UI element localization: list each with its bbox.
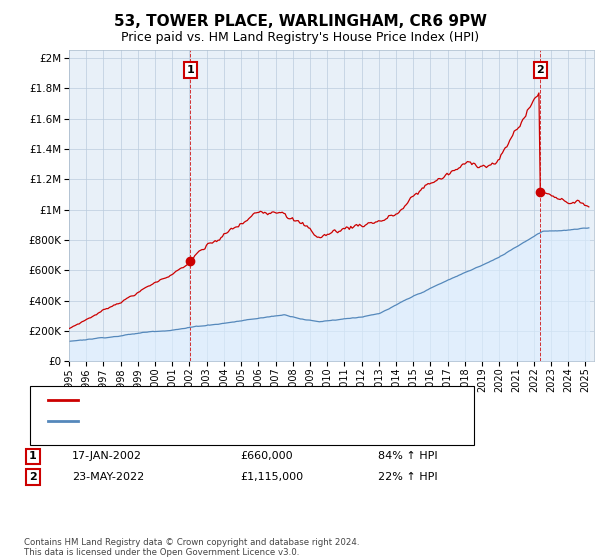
Text: 17-JAN-2002: 17-JAN-2002 (72, 451, 142, 461)
Text: 84% ↑ HPI: 84% ↑ HPI (378, 451, 437, 461)
Text: Price paid vs. HM Land Registry's House Price Index (HPI): Price paid vs. HM Land Registry's House … (121, 31, 479, 44)
Text: 23-MAY-2022: 23-MAY-2022 (72, 472, 144, 482)
Text: 1: 1 (187, 65, 194, 75)
Text: 2: 2 (29, 472, 37, 482)
Text: 22% ↑ HPI: 22% ↑ HPI (378, 472, 437, 482)
Text: 53, TOWER PLACE, WARLINGHAM, CR6 9PW (detached house): 53, TOWER PLACE, WARLINGHAM, CR6 9PW (de… (84, 395, 407, 405)
Text: Contains HM Land Registry data © Crown copyright and database right 2024.
This d: Contains HM Land Registry data © Crown c… (24, 538, 359, 557)
Text: 2: 2 (536, 65, 544, 75)
Text: HPI: Average price, detached house, Tandridge: HPI: Average price, detached house, Tand… (84, 416, 328, 426)
Text: £660,000: £660,000 (240, 451, 293, 461)
Text: 1: 1 (29, 451, 37, 461)
Text: £1,115,000: £1,115,000 (240, 472, 303, 482)
Text: 53, TOWER PLACE, WARLINGHAM, CR6 9PW: 53, TOWER PLACE, WARLINGHAM, CR6 9PW (113, 14, 487, 29)
